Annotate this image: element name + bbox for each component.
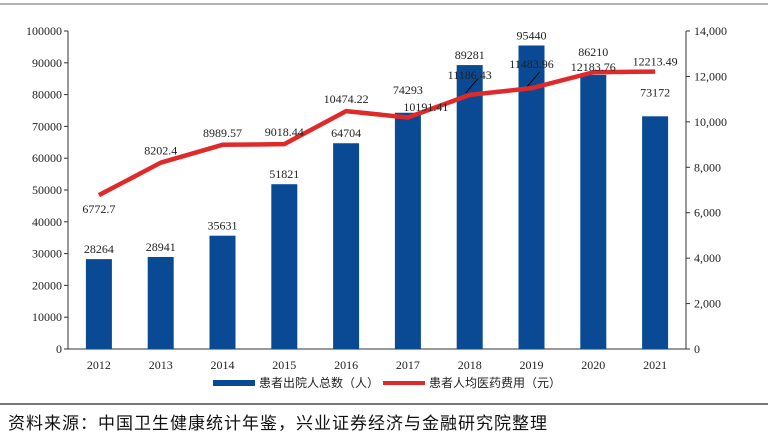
x-tick-label: 2014 [211,358,235,372]
x-tick-label: 2020 [581,358,605,372]
leader-line [527,71,540,87]
left-tick-label: 80000 [32,88,62,102]
x-tick-label: 2018 [458,358,482,372]
bar [580,74,607,349]
bar-data-label: 64704 [331,126,361,140]
bar-data-label: 89281 [455,48,485,62]
line-data-label: 12213.49 [633,55,678,69]
line-data-label: 11483.96 [509,57,554,71]
x-tick-label: 2013 [149,358,173,372]
right-tick-label: 8,000 [694,160,721,174]
right-tick-label: 12,000 [694,69,727,83]
left-tick-label: 0 [56,342,62,356]
bar-data-label: 28941 [146,240,176,254]
x-tick-label: 2019 [520,358,544,372]
bar-data-label: 86210 [578,45,608,59]
x-tick-label: 2012 [87,358,111,372]
left-tick-label: 90000 [32,56,62,70]
left-tick-label: 100000 [26,24,62,38]
legend-bar-label: 患者出院人总数（人） [259,375,379,390]
line-data-label: 8202.4 [144,144,177,158]
bar [333,143,360,349]
line-data-label: 10474.22 [324,92,369,106]
leader-line [465,78,479,94]
bar [209,235,236,349]
right-tick-label: 2,000 [694,297,721,311]
line-data-label: 10191.41 [403,100,448,114]
right-tick-label: 6,000 [694,206,721,220]
x-tick-label: 2017 [396,358,420,372]
legend-line-label: 患者人均医药费用（元） [429,376,561,390]
right-tick-label: 14,000 [694,24,727,38]
left-tick-label: 50000 [32,183,62,197]
bar [456,65,483,349]
x-tick-label: 2021 [643,358,667,372]
bar [147,256,174,349]
bar-data-label: 35631 [208,219,238,233]
line-data-label: 11186.43 [448,68,492,82]
left-tick-label: 40000 [32,215,62,229]
bar [85,259,112,349]
bar-data-label: 51821 [269,167,299,181]
bar [518,45,545,350]
x-tick-label: 2016 [334,358,358,372]
bar-data-label: 95440 [517,29,547,43]
bar [394,112,421,349]
right-tick-label: 4,000 [694,251,721,265]
line-data-label: 6772.7 [82,202,115,216]
right-tick-label: 10,000 [694,115,727,129]
bar [642,116,669,349]
right-tick-label: 0 [694,342,700,356]
left-tick-label: 30000 [32,247,62,261]
left-tick-label: 20000 [32,278,62,292]
bar-data-label: 74293 [393,83,423,97]
legend-bar-swatch [213,380,255,386]
source-note: 资料来源：中国卫生健康统计年鉴，兴业证券经济与金融研究院整理 [8,414,548,434]
x-tick-label: 2015 [272,358,296,372]
left-tick-label: 70000 [32,119,62,133]
left-tick-label: 60000 [32,151,62,165]
line-data-label: 8989.57 [203,126,242,140]
line-series [97,69,656,198]
bar-data-label: 28264 [84,242,114,256]
left-tick-label: 10000 [32,310,62,324]
bar-data-label: 73172 [640,85,670,99]
line-data-label: 9018.44 [265,125,304,139]
line-data-label: 12183.76 [571,60,616,74]
bar [271,184,298,349]
